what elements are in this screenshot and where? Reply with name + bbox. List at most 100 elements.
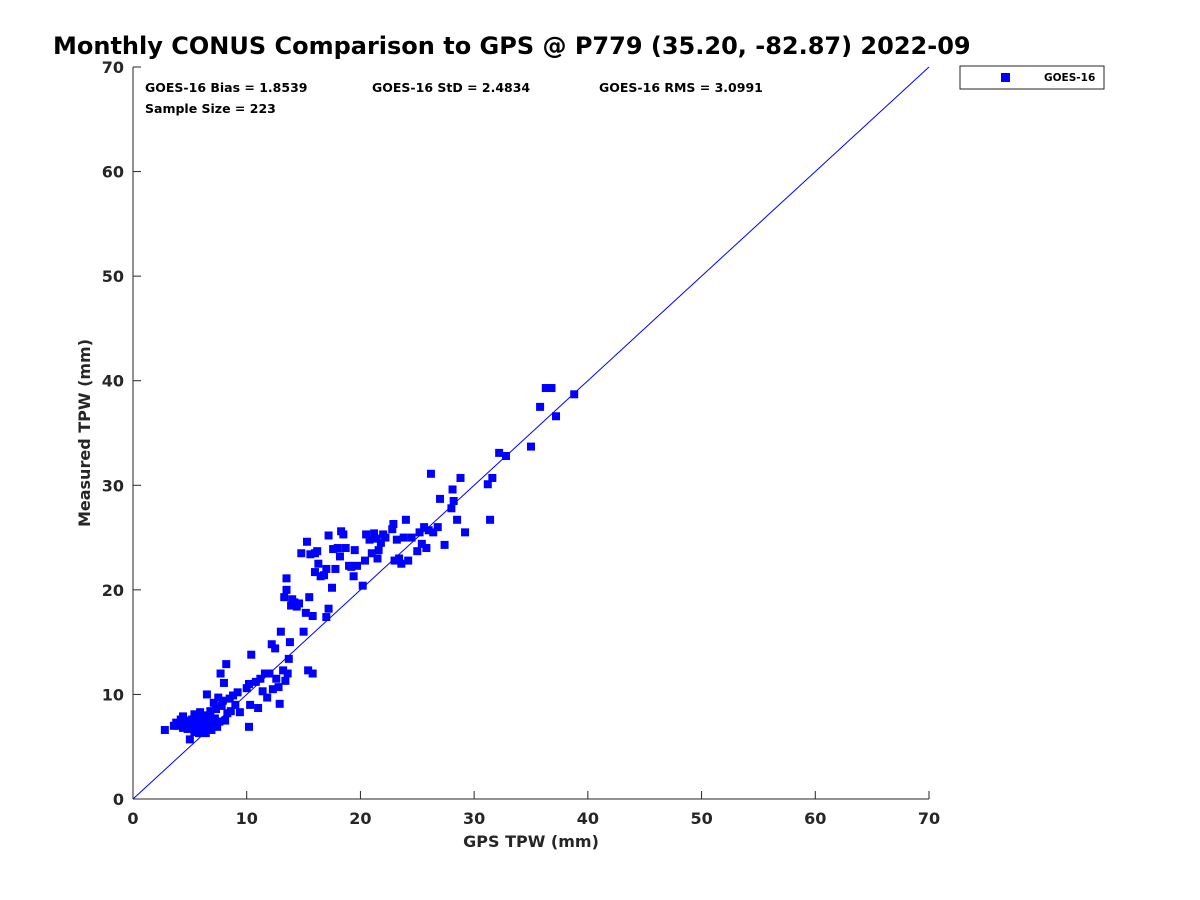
data-point — [541, 384, 550, 393]
data-point — [221, 716, 230, 725]
data-point — [202, 690, 211, 699]
data-point — [160, 725, 169, 734]
data-point — [310, 568, 319, 577]
y-tick-label: 60 — [102, 163, 124, 182]
data-point — [390, 556, 399, 565]
data-point — [222, 660, 231, 669]
data-point — [235, 708, 244, 717]
data-point — [206, 707, 215, 716]
data-point — [422, 544, 431, 553]
data-point — [449, 496, 458, 505]
data-point — [265, 669, 274, 678]
data-point — [244, 722, 253, 731]
data-point — [486, 515, 495, 524]
data-point — [349, 572, 358, 581]
data-point — [395, 554, 404, 563]
data-point — [372, 534, 381, 543]
x-tick-label: 70 — [918, 809, 940, 828]
data-point — [200, 718, 209, 727]
x-tick-label: 40 — [577, 809, 599, 828]
data-point — [373, 554, 382, 563]
data-point — [448, 485, 457, 494]
data-point — [214, 693, 223, 702]
data-point — [260, 669, 269, 678]
data-point — [376, 538, 385, 547]
data-point — [501, 452, 510, 461]
data-point — [208, 719, 217, 728]
y-axis-label: Measured TPW (mm) — [75, 339, 94, 527]
data-point — [219, 678, 228, 687]
data-point — [210, 714, 219, 723]
x-tick-label: 50 — [690, 809, 712, 828]
data-point — [495, 448, 504, 457]
data-point — [251, 677, 260, 686]
data-point — [305, 593, 314, 602]
data-point — [271, 644, 280, 653]
legend: GOES-16 — [959, 65, 1105, 90]
data-point — [536, 402, 545, 411]
legend-box — [959, 65, 1105, 90]
data-point — [244, 679, 253, 688]
data-point — [275, 699, 284, 708]
sample-size-stat: Sample Size = 223 — [145, 101, 276, 116]
data-point — [456, 473, 465, 482]
data-point — [213, 722, 222, 731]
data-point — [179, 723, 188, 732]
y-tick-label: 30 — [102, 476, 124, 495]
data-point — [217, 701, 226, 710]
data-points — [160, 384, 579, 744]
x-tick-label: 0 — [127, 809, 138, 828]
data-point — [322, 564, 331, 573]
data-point — [186, 721, 195, 730]
data-point — [231, 700, 240, 709]
data-point — [527, 442, 535, 451]
y-tick-label: 0 — [113, 790, 124, 809]
data-point — [302, 537, 311, 546]
data-point — [420, 523, 429, 532]
data-point — [389, 519, 398, 528]
data-point — [488, 473, 497, 482]
axis-tick-labels: 0 10 20 30 40 50 60 70 0 10 20 30 40 50 60 70 — [102, 58, 940, 828]
data-point — [190, 728, 199, 737]
legend-label-goes16: GOES-16 — [1044, 72, 1095, 84]
data-point — [407, 533, 416, 542]
y-tick-label: 40 — [102, 372, 124, 391]
data-point — [426, 469, 435, 478]
data-point — [547, 384, 556, 393]
rms-stat: GOES-16 RMS = 3.0991 — [599, 80, 763, 95]
data-point — [274, 683, 283, 692]
data-point — [306, 550, 315, 559]
data-point — [308, 612, 317, 620]
data-point — [353, 561, 362, 570]
data-point — [209, 698, 218, 707]
data-point — [436, 494, 445, 503]
data-point — [242, 684, 251, 693]
data-point — [215, 717, 224, 726]
data-point — [207, 725, 216, 734]
data-point — [397, 559, 406, 568]
data-point — [282, 585, 291, 594]
y-tick-label: 70 — [102, 58, 124, 77]
data-point — [388, 525, 397, 534]
data-point — [552, 412, 561, 421]
data-point — [333, 544, 342, 553]
data-point — [283, 669, 292, 678]
chart-title: Monthly CONUS Comparison to GPS @ P779 (… — [53, 32, 971, 60]
data-point — [282, 574, 291, 583]
data-point — [341, 544, 350, 553]
data-point — [285, 638, 294, 647]
data-point — [218, 696, 227, 705]
data-point — [404, 556, 413, 565]
data-point — [320, 571, 329, 580]
one-to-one-reference-line — [132, 66, 930, 800]
x-tick-label: 60 — [804, 809, 826, 828]
data-point — [229, 691, 238, 700]
std-stat: GOES-16 StD = 2.4834 — [372, 80, 530, 95]
data-point — [392, 535, 401, 544]
data-point — [216, 669, 225, 678]
x-axis-label: GPS TPW (mm) — [463, 832, 599, 851]
data-point — [281, 676, 290, 685]
data-point — [365, 535, 374, 544]
data-point — [329, 545, 338, 554]
